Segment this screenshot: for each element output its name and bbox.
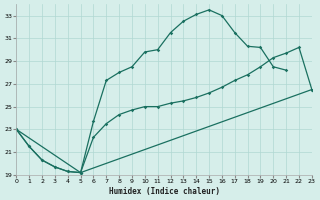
X-axis label: Humidex (Indice chaleur): Humidex (Indice chaleur) (108, 187, 220, 196)
